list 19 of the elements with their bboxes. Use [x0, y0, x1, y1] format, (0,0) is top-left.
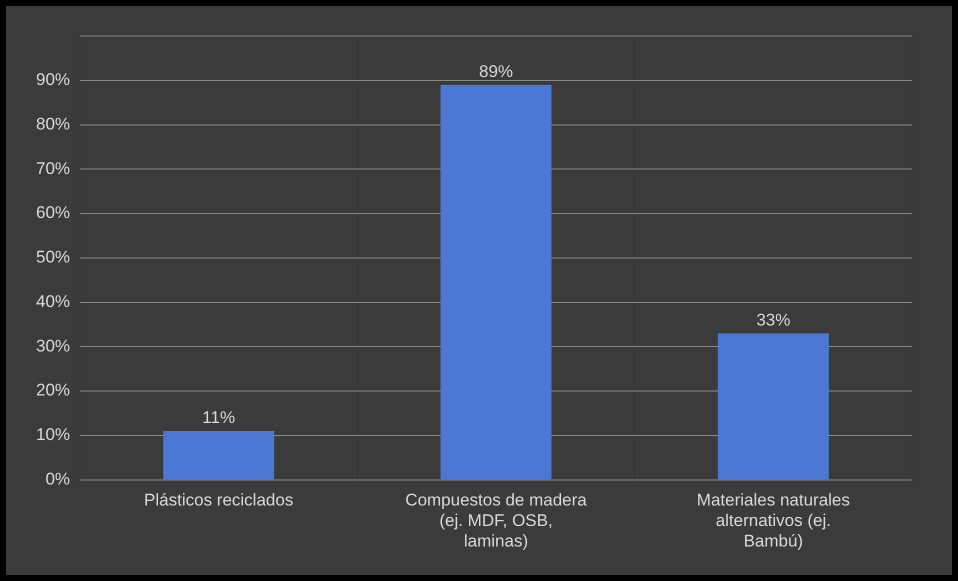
- x-tick-label: Materiales naturales alternativos (ej. Bambú): [696, 490, 850, 550]
- data-label: 89%: [478, 62, 514, 82]
- y-tick-label: 0%: [45, 469, 70, 488]
- bar: [163, 430, 274, 480]
- y-tick-label: 20%: [36, 380, 70, 400]
- bar: [718, 333, 829, 480]
- y-tick-label: 60%: [36, 203, 70, 222]
- x-tick-label: Compuestos de madera (ej. MDF, OSB, laminas): [405, 490, 588, 550]
- y-tick-label: 30%: [36, 336, 70, 356]
- y-tick-label: 50%: [36, 248, 70, 267]
- y-tick-label: 90%: [36, 70, 70, 90]
- y-tick-label: 80%: [36, 114, 70, 134]
- y-tick-label: 40%: [36, 292, 70, 311]
- y-tick-label: 10%: [36, 425, 70, 444]
- x-tick-label: Plásticos reciclados: [144, 490, 294, 510]
- bar: [440, 84, 552, 480]
- data-label: 11%: [202, 408, 236, 428]
- data-label: 33%: [756, 310, 790, 330]
- y-tick-label: 70%: [36, 158, 70, 178]
